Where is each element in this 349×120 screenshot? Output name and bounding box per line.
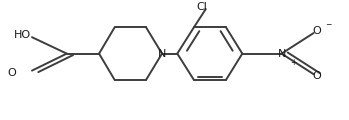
Text: +: + xyxy=(290,58,297,67)
Text: O: O xyxy=(8,68,16,78)
Text: Cl: Cl xyxy=(196,2,207,12)
Text: O: O xyxy=(313,26,321,36)
Text: −: − xyxy=(325,20,332,29)
Text: HO: HO xyxy=(14,30,31,40)
Text: N: N xyxy=(158,49,166,59)
Text: O: O xyxy=(313,71,321,81)
Text: N: N xyxy=(277,49,286,59)
